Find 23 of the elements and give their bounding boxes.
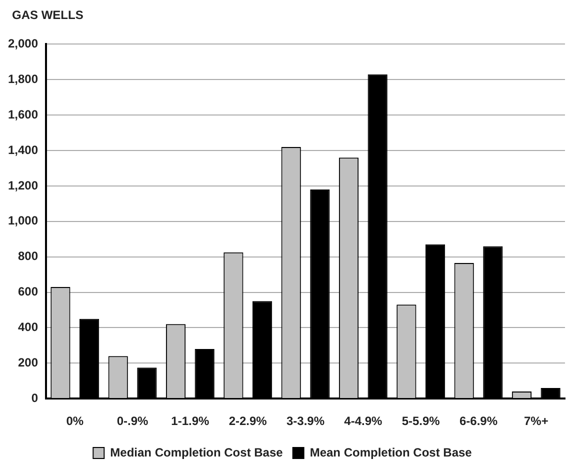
x-tick-label: 2-2.9% bbox=[228, 414, 268, 428]
x-tick-label: 4-4.9% bbox=[344, 414, 383, 428]
y-tick-label: 600 bbox=[18, 284, 38, 299]
y-tick-label: 400 bbox=[18, 320, 38, 334]
x-tick-label: 3-3.9% bbox=[286, 414, 325, 428]
x-tick-label: 5-5.9% bbox=[402, 414, 440, 428]
legend-label: Median Completion Cost Base bbox=[110, 445, 284, 460]
x-tick-label: 1-1.9% bbox=[171, 414, 210, 428]
y-tick-label: 800 bbox=[18, 249, 38, 264]
y-tick-label: 1,400 bbox=[8, 142, 38, 157]
chart-title: GAS WELLS bbox=[12, 8, 84, 22]
x-tick-label: 0-.9% bbox=[116, 414, 149, 428]
x-tick-label: 0% bbox=[66, 414, 84, 428]
y-tick-label: 1,200 bbox=[8, 178, 38, 192]
y-tick-label: 200 bbox=[18, 355, 38, 370]
y-tick-label: 1,600 bbox=[8, 107, 38, 122]
legend-label: Mean Completion Cost Base bbox=[310, 445, 472, 460]
y-tick-label: 1,800 bbox=[8, 72, 38, 86]
y-tick-label: 1,000 bbox=[8, 214, 38, 228]
y-tick-label: 2,000 bbox=[8, 36, 38, 51]
x-tick-label: 7%+ bbox=[524, 414, 548, 428]
y-tick-label: 0 bbox=[31, 390, 38, 405]
x-tick-label: 6-6.9% bbox=[459, 414, 498, 428]
